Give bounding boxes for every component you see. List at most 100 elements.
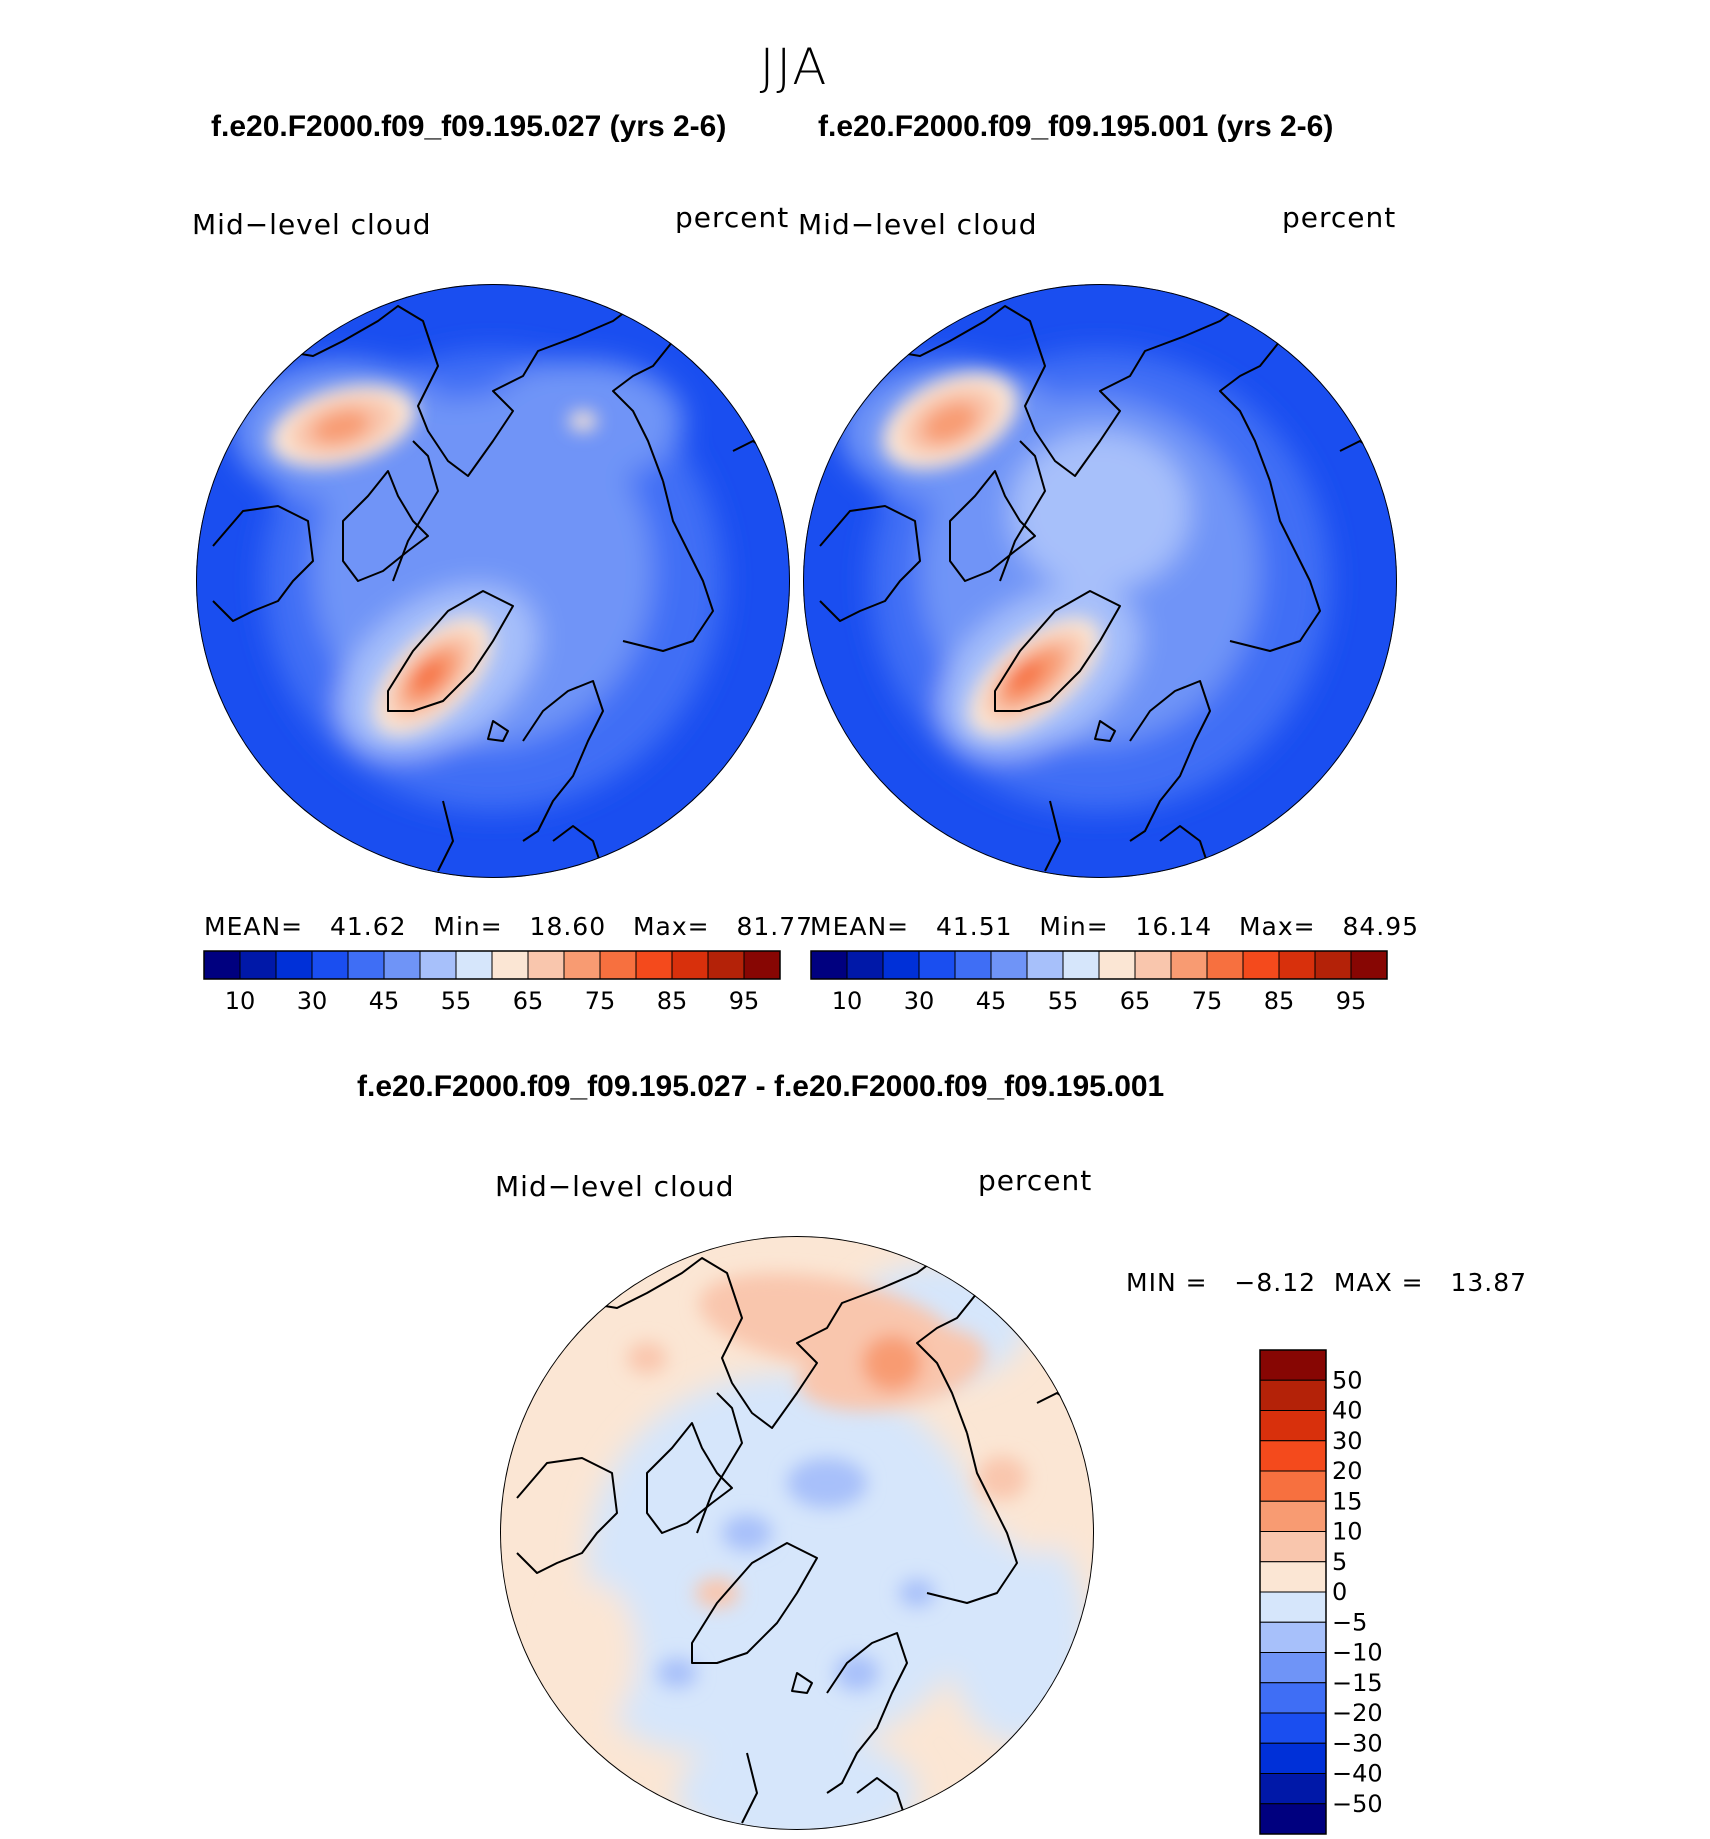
panel-1-colorbar-tick-label: 45 [369,987,400,1015]
panel-2-colorbar-color-box [810,950,848,980]
difference-colorbar-color-box [1259,1500,1327,1532]
difference-colorbar-tick-label: 20 [1332,1457,1363,1485]
panel-1-colorbar-color-box [419,950,457,980]
panel-2-colorbar-tick-label: 85 [1264,987,1295,1015]
panel-1-units-label: percent [675,201,790,234]
difference-min-label: MIN = [1126,1268,1208,1297]
difference-colorbar-tick-label: −30 [1332,1729,1383,1757]
panel-1-max-value: 81.77 [736,912,814,941]
panel-2-max-label: Max= [1238,912,1316,941]
panel-1-colorbar-color-box [527,950,565,980]
difference-min-max: MIN = −8.12 MAX = 13.87 [1126,1268,1527,1297]
panel-1-colorbar-color-box [455,950,493,980]
difference-colorbar-tick-label: 10 [1332,1518,1363,1546]
panel-2-variable-label: Mid−level cloud [798,208,1038,241]
panel-1-colorbar-tick-label: 65 [513,987,544,1015]
difference-colorbar-color-box [1259,1379,1327,1411]
difference-colorbar-tick-label: −20 [1332,1699,1383,1727]
panel-2-colorbar-color-box [1062,950,1100,980]
difference-colorbar-tick-label: 5 [1332,1548,1347,1576]
panel-1-mean-value: 41.62 [329,912,407,941]
panel-2-colorbar-color-box [1350,950,1388,980]
panel-2-colorbar-color-box [990,950,1028,980]
panel-1-colorbar-color-box [671,950,709,980]
panel-1-max-label: Max= [632,912,710,941]
panel-2-colorbar-color-box [1206,950,1244,980]
panel-2-colorbar-color-box [1098,950,1136,980]
panel-2-stats: MEAN= 41.51 Min= 16.14 Max= 84.95 [810,912,1419,941]
panel-2-colorbar: 10 30 45 55 65 75 85 95 [810,950,1388,1015]
panel-1-colorbar-tick-label: 95 [729,987,760,1015]
panel-1-colorbar-tick-label: 55 [441,987,472,1015]
difference-colorbar-tick-label: −40 [1332,1760,1383,1788]
panel-2-max-value: 84.95 [1342,912,1420,941]
difference-colorbar-color-box [1259,1652,1327,1684]
difference-colorbar-color-box [1259,1803,1327,1835]
panel-1-colorbar-color-box [275,950,313,980]
panel-1-colorbar-color-box [311,950,349,980]
panel-1-colorbar-color-box [203,950,241,980]
panel-1-colorbar-color-box [239,950,277,980]
panel-1-colorbar-tick-label: 85 [657,987,688,1015]
difference-colorbar-color-box [1259,1621,1327,1653]
panel-2-colorbar-tick-label: 45 [976,987,1007,1015]
panel-1-variable-label: Mid−level cloud [192,208,432,241]
difference-variable-label: Mid−level cloud [495,1170,735,1203]
panel-2-colorbar-color-box [1170,950,1208,980]
panel-1-min-label: Min= [433,912,503,941]
panel-1-stats: MEAN= 41.62 Min= 18.60 Max= 81.77 [204,912,813,941]
difference-colorbar-tick-label: −15 [1332,1669,1383,1697]
panel-1-case-title: f.e20.F2000.f09_f09.195.027 (yrs 2-6) [211,110,727,143]
panel-2-colorbar-tick-label: 55 [1048,987,1079,1015]
panel-2-colorbar-color-box [1278,950,1316,980]
panel-2-mean-value: 41.51 [935,912,1013,941]
panel-2-colorbar-tick-label: 30 [904,987,935,1015]
difference-title: f.e20.F2000.f09_f09.195.027 - f.e20.F200… [357,1070,1165,1103]
panel-2-colorbar-color-box [1134,950,1172,980]
panel-2-colorbar-tick-label: 95 [1336,987,1367,1015]
panel-1-colorbar-tick-label: 10 [225,987,256,1015]
panel-1-colorbar-color-box [707,950,745,980]
panel-1-colorbar-tick-label: 30 [297,987,328,1015]
panel-2-min-label: Min= [1039,912,1109,941]
panel-1-mean-label: MEAN= [204,912,304,941]
panel-2-units-label: percent [1282,201,1397,234]
panel-2-colorbar-color-box [1314,950,1352,980]
difference-colorbar-tick-label: −5 [1332,1608,1367,1636]
panel-2-colorbar-color-box [918,950,956,980]
panel-2-polar-map [803,284,1397,878]
difference-colorbar-color-box [1259,1712,1327,1744]
panel-1-colorbar-color-box [599,950,637,980]
difference-colorbar-color-box [1259,1410,1327,1442]
panel-1-colorbar-color-box [347,950,385,980]
difference-min-value: −8.12 [1234,1268,1317,1297]
difference-colorbar-tick-label: 15 [1332,1487,1363,1515]
panel-2-min-value: 16.14 [1135,912,1213,941]
panel-2-mean-label: MEAN= [810,912,910,941]
panel-1-colorbar-tick-label: 75 [585,987,616,1015]
difference-units-label: percent [978,1164,1093,1197]
panel-2-colorbar-color-box [846,950,884,980]
figure-title: JJA [759,38,829,96]
difference-polar-map [500,1236,1094,1830]
difference-colorbar-color-box [1259,1470,1327,1502]
difference-colorbar-tick-label: −50 [1332,1790,1383,1818]
difference-colorbar-color-box [1259,1591,1327,1623]
panel-2-case-title: f.e20.F2000.f09_f09.195.001 (yrs 2-6) [818,110,1334,143]
panel-2-colorbar-color-box [882,950,920,980]
difference-colorbar-tick-label: 0 [1332,1578,1347,1606]
difference-colorbar-tick-label: −10 [1332,1639,1383,1667]
panel-1-colorbar: 10 30 45 55 65 75 85 95 [203,950,781,1015]
difference-colorbar-tick-label: 30 [1332,1427,1363,1455]
panel-2-colorbar-color-box [1242,950,1280,980]
panel-1-colorbar-color-box [635,950,673,980]
panel-1-min-value: 18.60 [529,912,607,941]
panel-2-colorbar-color-box [954,950,992,980]
difference-max-value: 13.87 [1450,1268,1528,1297]
panel-2-colorbar-color-box [1026,950,1064,980]
difference-colorbar-color-box [1259,1349,1327,1381]
panel-1-polar-map [196,284,790,878]
panel-1-colorbar-color-box [491,950,529,980]
difference-max-label: MAX = [1333,1268,1424,1297]
